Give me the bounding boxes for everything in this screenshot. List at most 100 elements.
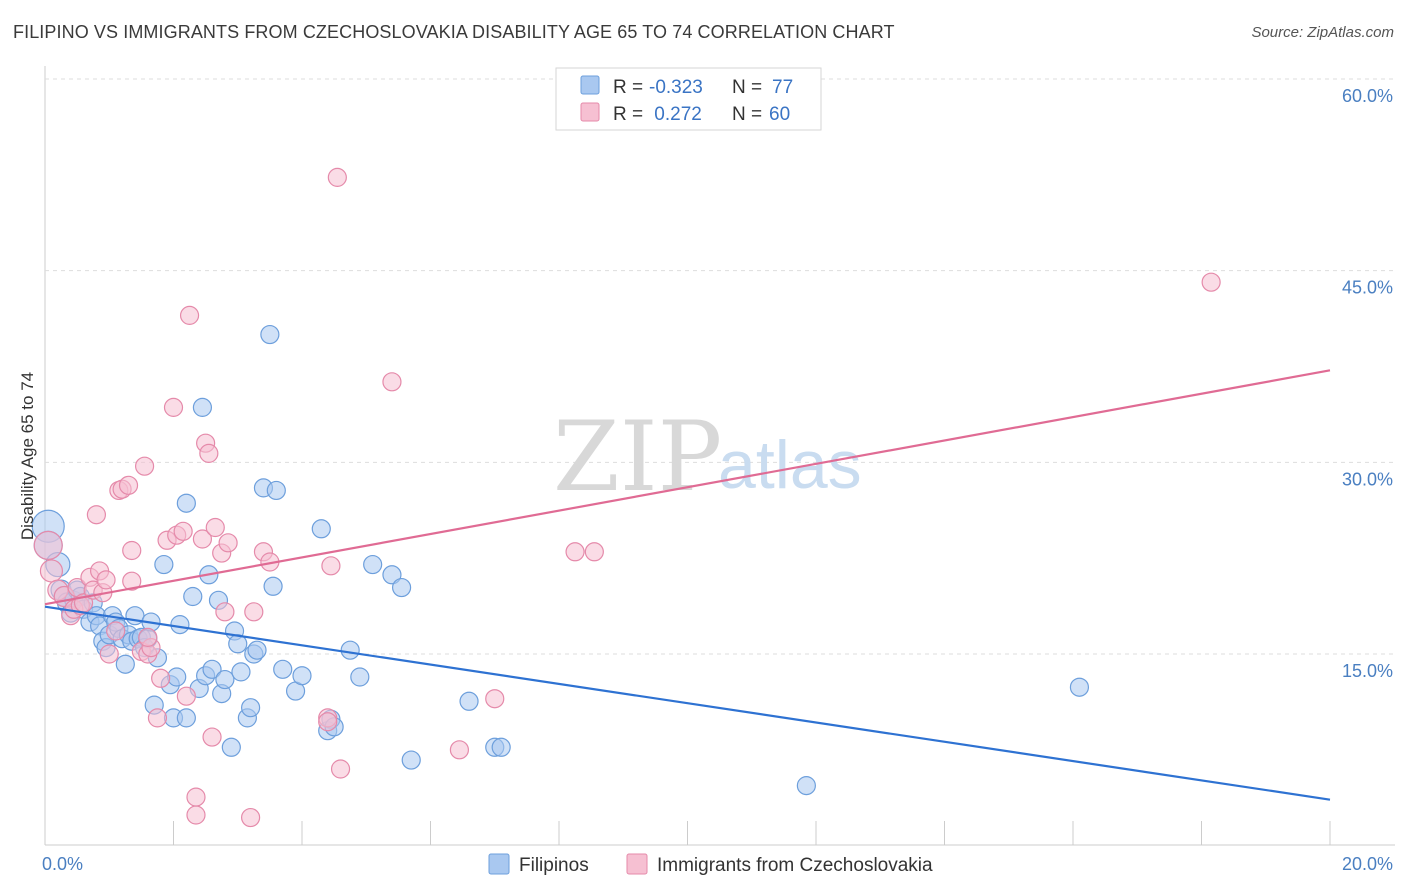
watermark-zip: ZIP xyxy=(553,401,722,513)
data-point xyxy=(192,397,213,417)
data-point xyxy=(218,533,238,553)
data-point xyxy=(327,167,347,187)
legend-bottom: Filipinos Immigrants from Czechoslovakia xyxy=(488,853,933,876)
data-point xyxy=(266,480,286,501)
data-point xyxy=(202,727,222,747)
bottom-legend-label-filipinos: Filipinos xyxy=(519,855,589,876)
series-points xyxy=(31,167,1221,828)
data-point xyxy=(292,666,312,686)
data-point xyxy=(176,686,196,706)
data-point xyxy=(260,324,280,345)
data-point xyxy=(215,602,235,622)
legend-r-label-0: R = xyxy=(613,77,643,98)
data-point xyxy=(401,750,421,770)
data-point xyxy=(106,621,126,641)
data-point xyxy=(39,559,64,583)
watermark: ZIP atlas xyxy=(553,401,862,513)
data-point xyxy=(96,570,116,590)
data-point xyxy=(86,505,107,525)
data-point xyxy=(115,654,135,674)
data-point xyxy=(122,540,142,561)
data-point xyxy=(382,565,402,585)
y-axis-label: Disability Age 65 to 74 xyxy=(18,372,37,540)
source-label: Source: ZipAtlas.com xyxy=(1251,24,1394,41)
x-tick-labels: 0.0% 20.0% xyxy=(42,854,1393,874)
data-point xyxy=(33,530,63,560)
data-point xyxy=(151,668,171,688)
data-point xyxy=(179,305,200,325)
trend-lines xyxy=(44,369,1331,801)
data-point xyxy=(1069,677,1090,697)
x-tick-marks xyxy=(44,821,1331,845)
data-point xyxy=(330,759,351,779)
data-point xyxy=(491,737,511,757)
data-point xyxy=(318,712,338,732)
legend-n-value-0: 77 xyxy=(772,77,793,98)
bottom-legend-label-czechoslovakia: Immigrants from Czechoslovakia xyxy=(657,855,933,876)
data-point xyxy=(241,807,261,828)
legend-r-value-0: -0.323 xyxy=(649,77,703,98)
data-point xyxy=(241,698,261,718)
data-point xyxy=(186,787,206,807)
legend-n-label-1: N = xyxy=(732,104,762,125)
data-point xyxy=(147,708,168,728)
data-point xyxy=(138,627,158,647)
data-point xyxy=(202,659,222,679)
data-point xyxy=(99,644,119,664)
data-point xyxy=(183,586,203,607)
y-tick-label: 30.0% xyxy=(1342,469,1393,489)
data-point xyxy=(186,805,206,825)
data-point xyxy=(205,517,225,538)
data-point xyxy=(176,708,196,728)
data-point xyxy=(173,521,193,541)
y-tick-label: 60.0% xyxy=(1342,86,1393,106)
y-tick-labels: 15.0% 30.0% 45.0% 60.0% xyxy=(1342,86,1393,681)
data-point xyxy=(796,776,816,796)
data-point xyxy=(340,640,360,660)
data-point xyxy=(122,571,142,591)
y-tick-label: 45.0% xyxy=(1342,278,1393,298)
data-point xyxy=(134,456,155,476)
data-point xyxy=(231,662,251,682)
x-tick-label: 0.0% xyxy=(42,854,83,874)
data-point xyxy=(118,475,139,495)
data-point xyxy=(565,542,585,562)
data-point xyxy=(273,659,293,679)
legend-swatch-czechoslovakia xyxy=(580,102,600,122)
data-point xyxy=(176,493,196,513)
legend-top: R = -0.323 N = 77 R = 0.272 N = 60 xyxy=(555,67,822,131)
legend-swatch-filipinos xyxy=(580,75,600,95)
data-point xyxy=(321,556,341,576)
x-tick-label: 20.0% xyxy=(1342,854,1393,874)
legend-n-value-1: 60 xyxy=(769,104,790,125)
watermark-atlas: atlas xyxy=(718,427,862,503)
data-point xyxy=(449,740,470,760)
legend-r-label-1: R = xyxy=(613,104,643,125)
trend-line-0 xyxy=(44,605,1331,801)
chart-title: FILIPINO VS IMMIGRANTS FROM CZECHOSLOVAK… xyxy=(13,22,895,42)
y-tick-label: 15.0% xyxy=(1342,661,1393,681)
data-point xyxy=(163,397,184,417)
data-point xyxy=(584,542,604,562)
data-point xyxy=(221,737,241,757)
data-point xyxy=(167,667,187,687)
data-point xyxy=(1201,272,1221,292)
data-point xyxy=(154,554,174,575)
data-point xyxy=(192,529,213,549)
data-point xyxy=(199,443,219,463)
data-point xyxy=(382,372,402,392)
bottom-legend-swatch-czechoslovakia xyxy=(626,853,648,875)
series-1 xyxy=(33,167,1221,828)
data-point xyxy=(215,669,235,690)
series-0 xyxy=(31,324,1090,796)
data-point xyxy=(244,602,264,622)
data-point xyxy=(391,577,412,598)
data-point xyxy=(263,576,283,596)
legend-r-value-1: 0.272 xyxy=(649,104,702,125)
data-point xyxy=(350,667,370,687)
data-point xyxy=(311,519,331,539)
data-point xyxy=(247,640,267,660)
bottom-legend-swatch-filipinos xyxy=(488,853,510,875)
data-point xyxy=(170,615,190,635)
